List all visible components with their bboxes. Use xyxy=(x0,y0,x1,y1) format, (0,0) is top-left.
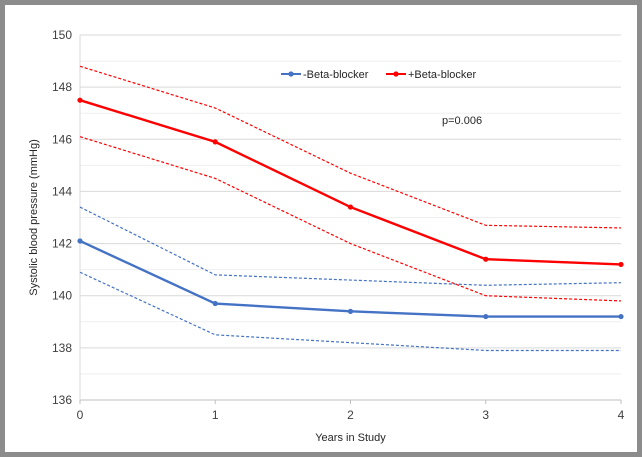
series-1-point xyxy=(347,204,354,210)
legend-label-minus-beta-blocker: -Beta-blocker xyxy=(303,69,369,81)
series-0-point xyxy=(618,313,624,320)
y-axis-ticks: 136 138 140 142 144 146 148 150 xyxy=(52,28,72,407)
legend-label-plus-beta-blocker: +Beta-blocker xyxy=(408,69,477,81)
series-2-confidence-bound xyxy=(79,206,622,286)
legend-marker-plus-beta-blocker xyxy=(393,71,399,77)
series-0-point xyxy=(347,308,354,314)
y-tick-label: 136 xyxy=(52,393,72,407)
legend-marker-minus-beta-blocker xyxy=(288,71,294,77)
y-tick-label: 142 xyxy=(52,237,72,251)
x-tick-label: 0 xyxy=(77,408,84,422)
confidence-bands xyxy=(79,65,622,352)
y-tick-label: 150 xyxy=(52,28,72,42)
series-0-point xyxy=(483,313,489,320)
y-tick-label: 144 xyxy=(52,184,72,198)
y-axis-title: Systolic blood pressure (mmHg) xyxy=(28,139,40,296)
series-1-point xyxy=(212,139,218,145)
series-0-point xyxy=(212,300,218,307)
series-5-confidence-bound xyxy=(79,136,622,302)
series-4-confidence-bound xyxy=(79,65,622,229)
y-tick-label: 140 xyxy=(52,289,72,303)
x-axis-title: Years in Study xyxy=(315,432,386,444)
p-value-annotation: p=0.006 xyxy=(442,115,482,127)
x-tick-label: 4 xyxy=(618,408,625,422)
series-1-point xyxy=(77,97,83,103)
x-tick-label: 3 xyxy=(482,408,489,422)
main-series xyxy=(77,97,624,320)
series-0-line xyxy=(79,239,621,318)
series-3-confidence-bound xyxy=(79,271,621,352)
y-tick-label: 138 xyxy=(52,341,72,355)
series-1-line xyxy=(79,99,622,266)
x-tick-label: 1 xyxy=(212,408,219,422)
series-1-point xyxy=(618,261,624,268)
series-0-point xyxy=(77,238,83,244)
y-tick-label: 148 xyxy=(52,80,72,94)
legend: -Beta-blocker +Beta-blocker xyxy=(281,69,477,81)
x-tick-label: 2 xyxy=(347,408,354,422)
x-axis-ticks: 0 1 2 3 4 xyxy=(77,400,625,422)
gridlines xyxy=(80,34,621,375)
series-1-point xyxy=(483,256,489,262)
y-tick-label: 146 xyxy=(52,132,72,146)
